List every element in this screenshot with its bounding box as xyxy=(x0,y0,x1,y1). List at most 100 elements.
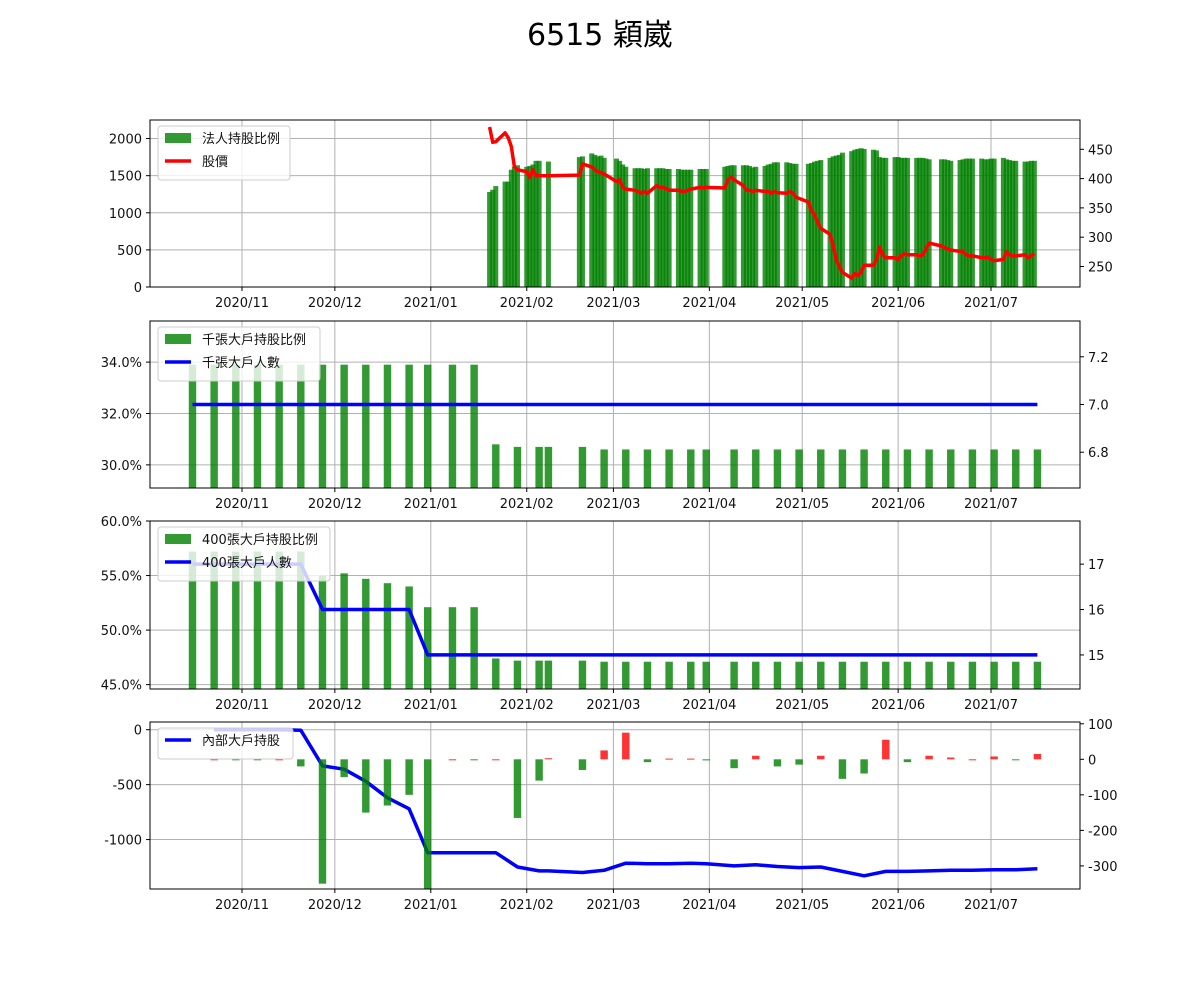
bar xyxy=(833,155,839,287)
bar xyxy=(1013,160,1019,287)
bar xyxy=(752,449,760,488)
bar xyxy=(877,157,883,287)
bar xyxy=(492,658,500,689)
bar xyxy=(895,157,901,287)
bar xyxy=(423,364,432,488)
bar xyxy=(812,161,818,287)
bar xyxy=(762,166,768,287)
bar xyxy=(533,160,539,287)
bar xyxy=(470,607,478,689)
x-tick-label: 2020/12 xyxy=(308,497,362,512)
x-tick-label: 2021/01 xyxy=(404,296,458,311)
bar xyxy=(855,148,861,287)
bar xyxy=(728,165,734,287)
x-tick-label: 2021/05 xyxy=(775,898,829,913)
bar xyxy=(991,158,997,287)
bar xyxy=(948,160,954,287)
bar xyxy=(253,551,262,689)
bar xyxy=(904,157,910,287)
x-tick-label: 2021/02 xyxy=(500,898,554,913)
bar xyxy=(687,758,695,760)
bar xyxy=(188,364,197,488)
right-tick-label: 350 xyxy=(1088,202,1113,217)
bar xyxy=(750,167,756,287)
bar xyxy=(511,166,517,287)
bar xyxy=(1012,449,1020,488)
bar xyxy=(1007,160,1013,287)
x-tick-label: 2021/06 xyxy=(871,497,925,512)
bar xyxy=(448,759,457,761)
bar xyxy=(836,154,842,287)
bar xyxy=(925,755,933,760)
bar xyxy=(232,759,240,761)
bar xyxy=(1003,159,1009,287)
bar xyxy=(544,446,553,488)
bar xyxy=(687,449,695,488)
bar xyxy=(490,189,496,287)
legend-swatch-bar xyxy=(165,133,191,143)
bar xyxy=(340,759,348,778)
bar xyxy=(576,157,582,287)
bar xyxy=(632,168,638,287)
bar xyxy=(784,162,790,287)
legend-label: 400張大戶持股比例 xyxy=(202,533,318,548)
x-tick-label: 2021/07 xyxy=(964,698,1018,713)
right-tick-label: 400 xyxy=(1088,173,1113,188)
legend-swatch-bar xyxy=(165,334,191,344)
bar xyxy=(383,759,392,806)
x-tick-label: 2021/07 xyxy=(964,898,1018,913)
bar xyxy=(773,759,782,767)
right-tick-label: -100 xyxy=(1088,789,1118,804)
bar xyxy=(901,157,907,287)
bar xyxy=(990,449,998,488)
bar xyxy=(600,661,608,689)
bar xyxy=(925,661,933,689)
legend-label: 千張大戶持股比例 xyxy=(202,333,306,348)
bar xyxy=(644,168,650,287)
bar xyxy=(768,163,774,287)
bar xyxy=(297,364,305,488)
bar xyxy=(1012,661,1020,689)
bar xyxy=(492,444,500,488)
right-tick-label: 0 xyxy=(1088,753,1096,768)
bar xyxy=(938,159,944,287)
bar xyxy=(545,161,551,287)
bar xyxy=(702,759,710,761)
bar xyxy=(643,759,652,763)
bar xyxy=(818,160,824,287)
bar xyxy=(514,165,520,287)
legend-label: 法人持股比例 xyxy=(202,132,280,147)
legend-box xyxy=(157,526,331,582)
bar xyxy=(592,154,598,287)
bar xyxy=(968,759,977,761)
legend-swatch-bar xyxy=(165,534,191,544)
legend-label: 股價 xyxy=(202,155,228,170)
bar xyxy=(968,661,977,689)
bar xyxy=(700,168,706,287)
x-tick-label: 2021/05 xyxy=(775,497,829,512)
bar xyxy=(870,149,876,287)
figure-title: 6515 穎崴 xyxy=(527,18,673,53)
legend: 內部大戶持股 xyxy=(157,727,294,760)
right-tick-label: 250 xyxy=(1088,260,1113,275)
bar xyxy=(448,364,457,488)
bar xyxy=(882,739,890,760)
bar xyxy=(470,759,478,761)
x-tick-label: 2021/06 xyxy=(871,898,925,913)
bar xyxy=(982,159,988,287)
legend-label: 千張大戶人數 xyxy=(202,356,280,371)
bar xyxy=(860,759,868,774)
bar xyxy=(765,164,771,287)
bar xyxy=(697,168,703,287)
legend: 400張大戶持股比例 400張大戶人數 xyxy=(157,526,331,582)
bar xyxy=(1025,161,1031,287)
x-tick-label: 2020/11 xyxy=(215,698,269,713)
bar xyxy=(898,157,904,287)
x-tick-label: 2020/12 xyxy=(308,898,362,913)
bar xyxy=(623,166,629,287)
x-tick-label: 2021/02 xyxy=(500,497,554,512)
bar xyxy=(873,150,879,287)
bar xyxy=(827,157,833,287)
bar xyxy=(470,364,478,488)
